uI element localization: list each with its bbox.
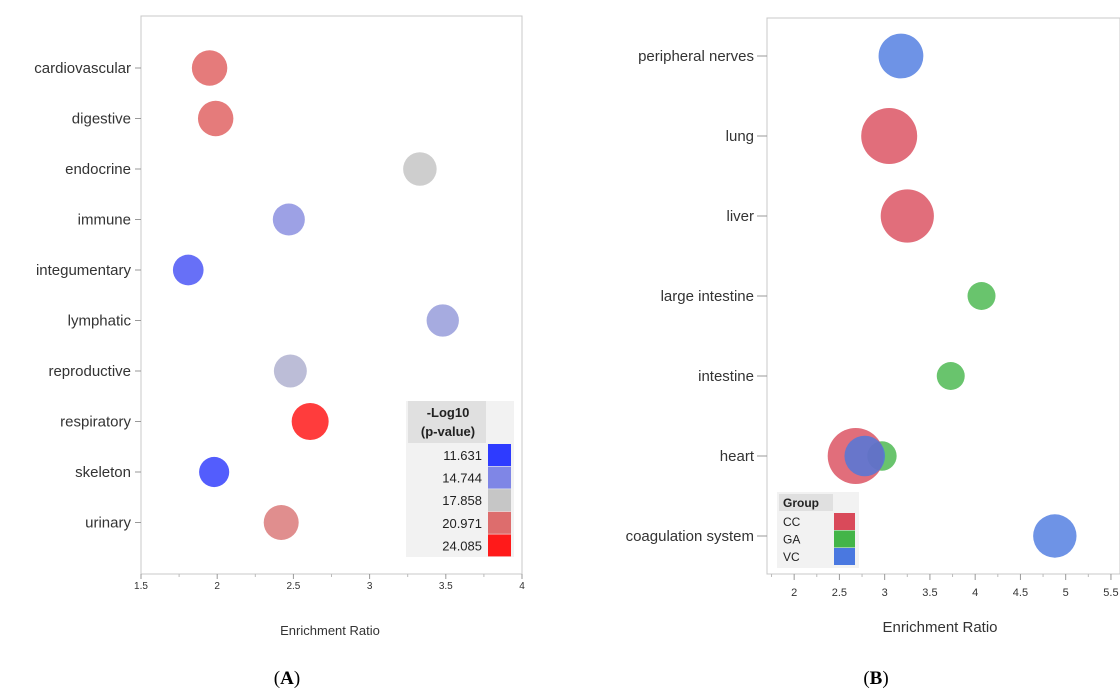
panel-b-y-axis: peripheral nerves lung liver large intestin… xyxy=(626,48,767,545)
panel-a-y-tick-label-cardiovascular: cardiovascular xyxy=(34,60,131,77)
panel-b-caption: (B) xyxy=(863,668,888,689)
panel-a-legend-swatch xyxy=(488,466,511,489)
panel-a-x-axis-label: Enrichment Ratio xyxy=(280,623,380,638)
panel-a: cardiovascular digestive endocrine immune in… xyxy=(34,15,525,638)
panel-a-y-axis: cardiovascular digestive endocrine immune in… xyxy=(34,60,141,532)
panel-b-point-lung-cc xyxy=(861,108,918,164)
panel-a-legend-label: 24.085 xyxy=(442,538,482,553)
panel-b-x-tick-label: 4.5 xyxy=(1013,587,1028,599)
panel-a-point-immune xyxy=(272,203,305,236)
panel-b-legend-label: VC xyxy=(783,550,800,564)
panel-b-legend-swatch xyxy=(834,513,855,530)
panel-a-y-tick-label-digestive: digestive xyxy=(72,111,131,128)
panel-a-y-tick-label-immune: immune xyxy=(78,212,131,229)
panel-b-legend-label: GA xyxy=(783,533,800,547)
panel-a-point-cardiovascular xyxy=(191,50,228,86)
panel-a-legend-title-2: (p-value) xyxy=(421,424,475,439)
panel-a-y-tick-label-urinary: urinary xyxy=(85,515,131,532)
panel-a-point-respiratory xyxy=(291,402,329,441)
panel-b-points xyxy=(827,33,1077,558)
panel-b-point-coagulation-system-vc xyxy=(1033,514,1077,558)
panel-b-x-axis: 2 2.5 3 3.5 4 4.5 5 5.5 xyxy=(771,574,1119,599)
panel-a-legend-header xyxy=(408,401,486,443)
panel-a-x-tick-label: 4 xyxy=(519,581,525,592)
panel-a-x-axis: 1.5 2 2.5 3 3.5 4 xyxy=(134,574,525,592)
panel-a-legend-swatch xyxy=(488,534,511,557)
panel-a-legend-label: 11.631 xyxy=(443,448,482,463)
panel-b-point-heart-vc xyxy=(844,435,886,477)
panel-a-legend-label: 17.858 xyxy=(442,493,482,508)
panel-b-x-tick-label: 4 xyxy=(972,587,978,599)
panel-b-point-liver-cc xyxy=(880,189,934,243)
panel-b-y-tick-label-coagulation-system: coagulation system xyxy=(626,528,754,545)
panel-b-point-large-intestine-ga xyxy=(967,282,996,310)
panel-a-point-lymphatic xyxy=(426,304,459,337)
panel-a-y-tick-label-skeleton: skeleton xyxy=(75,464,131,481)
panel-b-legend-title: Group xyxy=(783,496,819,510)
panel-a-legend: -Log10 (p-value) 11.631 14.744 17.858 20.97… xyxy=(406,401,514,557)
panel-a-y-tick-label-respiratory: respiratory xyxy=(60,414,131,431)
panel-b-x-tick-label: 3.5 xyxy=(922,587,937,599)
panel-a-legend-label: 20.971 xyxy=(442,516,482,531)
panel-b-legend: Group CC GA VC xyxy=(777,492,859,568)
panel-a-y-tick-label-endocrine: endocrine xyxy=(65,161,131,178)
panel-b-x-tick-label: 2 xyxy=(791,587,797,599)
panel-a-legend-swatch xyxy=(488,444,511,466)
panel-a-legend-swatch xyxy=(488,511,511,534)
panel-b: peripheral nerves lung liver large intestin… xyxy=(626,17,1120,636)
panel-a-point-reproductive xyxy=(273,354,307,388)
panel-b-legend-swatch xyxy=(834,548,855,565)
panel-a-legend-title-1: -Log10 xyxy=(427,405,470,420)
panel-a-point-skeleton xyxy=(199,456,230,488)
panel-b-plot-frame xyxy=(766,17,1120,575)
panel-a-y-tick-label-integumentary: integumentary xyxy=(36,262,132,279)
panel-b-point-peripheral-nerves-vc xyxy=(878,33,924,79)
panel-a-legend-swatch xyxy=(488,489,511,512)
panel-a-legend-label: 14.744 xyxy=(442,471,482,486)
panel-a-y-tick-label-reproductive: reproductive xyxy=(48,363,131,380)
panel-b-y-tick-label-intestine: intestine xyxy=(698,368,754,385)
panel-a-point-endocrine xyxy=(403,152,437,186)
panel-a-point-digestive xyxy=(197,100,234,137)
panel-a-y-tick-label-lymphatic: lymphatic xyxy=(68,313,132,330)
panel-a-point-integumentary xyxy=(172,254,204,286)
panel-b-x-tick-label: 2.5 xyxy=(832,587,847,599)
panel-a-x-tick-label: 3.5 xyxy=(439,581,453,592)
panel-b-legend-label: CC xyxy=(783,515,801,529)
panel-b-legend-header xyxy=(779,494,833,511)
panel-a-point-urinary xyxy=(263,505,299,540)
panel-b-point-intestine-ga xyxy=(936,362,965,390)
panel-b-y-tick-label-peripheral-nerves: peripheral nerves xyxy=(638,48,754,65)
panel-a-x-tick-label: 3 xyxy=(367,581,373,592)
panel-a-points xyxy=(172,50,459,540)
panel-b-y-tick-label-liver: liver xyxy=(726,208,754,225)
panel-a-caption: (A) xyxy=(274,668,300,689)
panel-b-x-axis-label: Enrichment Ratio xyxy=(882,619,997,636)
panel-b-x-tick-label: 3 xyxy=(882,587,888,599)
panel-b-y-tick-label-heart: heart xyxy=(720,448,755,465)
panel-b-x-tick-label: 5 xyxy=(1063,587,1069,599)
panel-a-x-tick-label: 2 xyxy=(214,581,220,592)
panel-b-legend-swatch xyxy=(834,530,855,548)
panel-b-y-tick-label-large-intestine: large intestine xyxy=(661,288,754,305)
panel-b-y-tick-label-lung: lung xyxy=(726,128,754,145)
panel-a-x-tick-label: 1.5 xyxy=(134,581,148,592)
panel-a-x-tick-label: 2.5 xyxy=(286,581,300,592)
panel-b-x-tick-label: 5.5 xyxy=(1103,587,1118,599)
